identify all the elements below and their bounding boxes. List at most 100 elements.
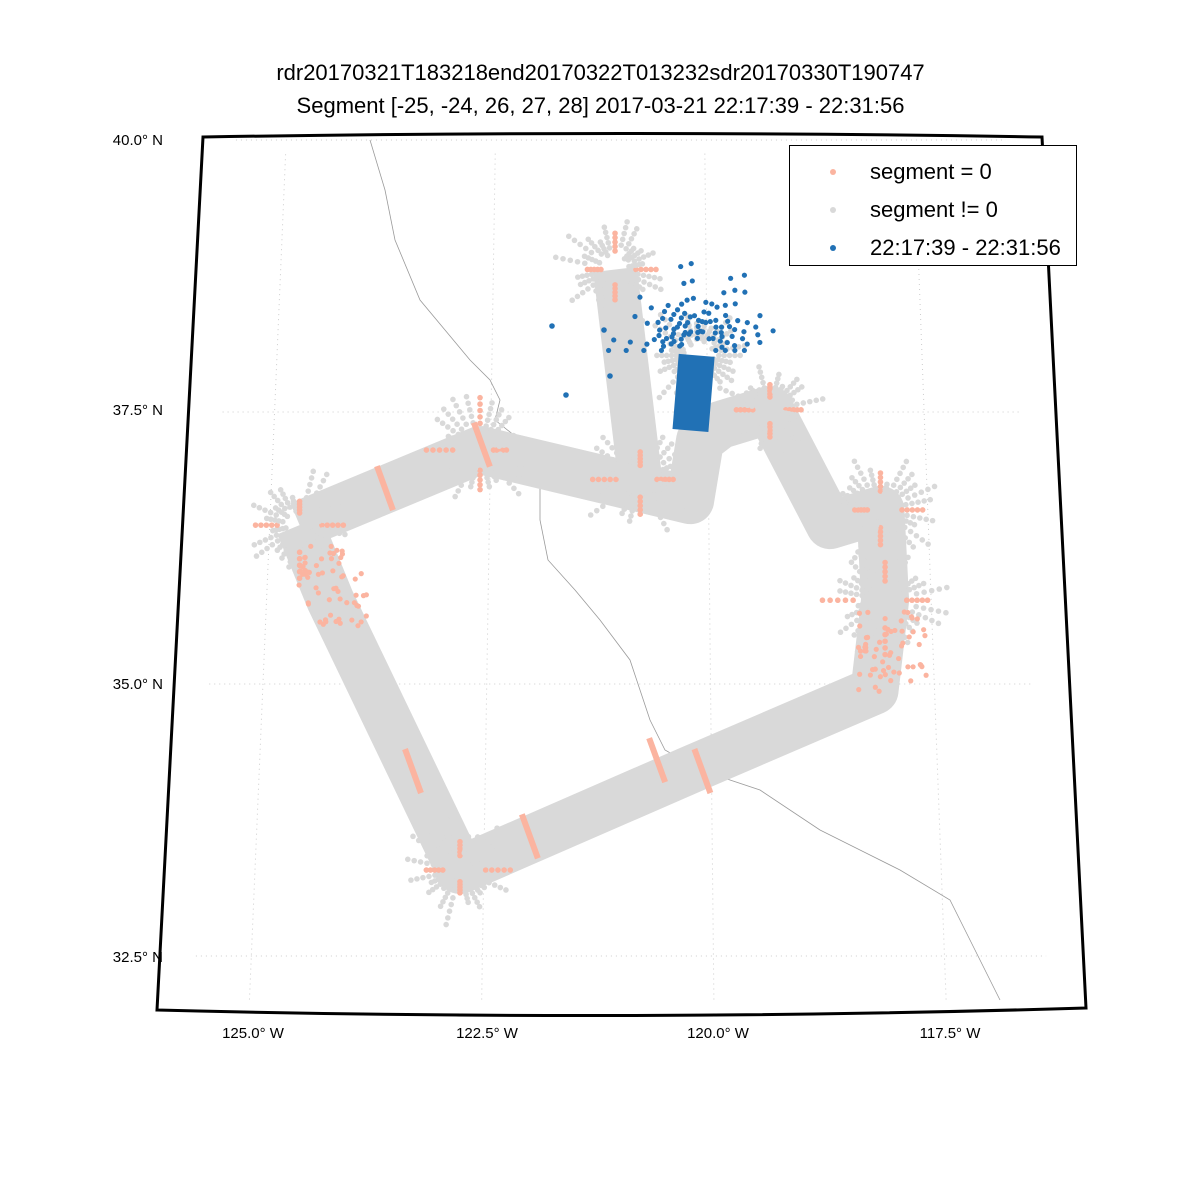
scatter-point (450, 895, 456, 901)
scatter-point (719, 333, 725, 340)
scatter-point (890, 482, 897, 489)
scatter-point (601, 224, 608, 231)
scatter-point (868, 472, 875, 478)
scatter-point (331, 586, 337, 592)
scatter-point (279, 555, 285, 561)
scatter-point (599, 493, 605, 499)
graticule (195, 139, 1047, 1000)
scatter-point (904, 507, 910, 513)
scatter-point (924, 597, 931, 604)
scatter-point (726, 352, 733, 359)
scatter-point (935, 620, 942, 627)
scatter-point (444, 454, 450, 460)
scatter-point (923, 672, 929, 678)
scatter-point (494, 825, 500, 831)
scatter-point (584, 272, 590, 279)
scatter-point (458, 482, 465, 489)
scatter-point (896, 670, 902, 676)
scatter-point (623, 245, 629, 252)
scatter-point (689, 278, 695, 284)
scatter-point (325, 501, 332, 508)
scatter-point (625, 498, 632, 504)
scatter-point (756, 364, 762, 370)
scatter-point (921, 627, 927, 633)
scatter-point (724, 374, 731, 381)
scatter-point (897, 484, 904, 491)
scatter-point (290, 548, 296, 555)
scatter-point (604, 234, 610, 241)
scatter-point (640, 272, 647, 279)
scatter-point (885, 537, 892, 544)
scatter-point (896, 613, 902, 619)
scatter-point (560, 255, 566, 262)
scatter-point (882, 573, 888, 580)
scatter-point (661, 486, 667, 493)
scatter-point (610, 471, 617, 477)
scatter-point (411, 857, 417, 864)
scatter-point (610, 465, 617, 471)
scatter-point (885, 626, 891, 632)
scatter-point (501, 474, 508, 481)
scatter-point (514, 439, 521, 446)
scatter-point (626, 292, 632, 299)
scatter-point (713, 347, 719, 354)
scatter-point (257, 539, 263, 546)
scatter-point (856, 687, 862, 693)
scatter-point (882, 651, 888, 658)
chart-title: rdr20170321T183218end20170322T013232sdr2… (276, 60, 925, 85)
scatter-point (896, 570, 903, 576)
scatter-point (517, 464, 524, 471)
scatter-point (911, 584, 917, 591)
scatter-point (626, 518, 633, 524)
scatter-point (872, 666, 878, 672)
scatter-point (755, 332, 761, 338)
scatter-point (604, 439, 611, 446)
scatter-point (870, 574, 876, 581)
scatter-point (661, 308, 668, 315)
scatter-point (733, 431, 739, 438)
scatter-point (901, 480, 908, 486)
scatter-point (639, 317, 646, 324)
scatter-point (876, 688, 882, 694)
scatter-point (358, 571, 364, 577)
scatter-point (363, 613, 369, 619)
scatter-point (911, 492, 918, 498)
scatter-point (552, 254, 559, 261)
scatter-point (601, 327, 607, 333)
scatter-point (253, 553, 260, 559)
scatter-point (619, 294, 625, 301)
scatter-point (848, 519, 855, 526)
scatter-point (274, 497, 281, 504)
scatter-point (773, 432, 780, 439)
scatter-point (872, 637, 878, 644)
scatter-point (467, 406, 473, 413)
scatter-point (726, 323, 733, 330)
scatter-point (310, 468, 317, 475)
scatter-point (791, 389, 797, 396)
scatter-point (477, 414, 483, 420)
scatter-point (471, 470, 477, 477)
scatter-point (935, 608, 942, 614)
scatter-point (757, 369, 764, 375)
segment0-band (646, 737, 668, 784)
scatter-point (658, 352, 665, 359)
scatter-point (441, 885, 447, 892)
scatter-point (905, 475, 911, 482)
scatter-point (506, 459, 513, 466)
scatter-point (310, 496, 317, 503)
scatter-point (830, 497, 837, 504)
scatter-point (608, 482, 614, 489)
scatter-point (358, 619, 364, 625)
scatter-point (325, 510, 331, 516)
scatter-point (444, 470, 451, 477)
scatter-point (723, 388, 729, 394)
scatter-point (853, 496, 860, 503)
scatter-point (291, 543, 297, 550)
scatter-point (612, 243, 618, 250)
scatter-point (581, 253, 588, 260)
scatter-point (663, 335, 670, 342)
scatter-point (795, 439, 802, 445)
scatter-point (892, 627, 898, 634)
scatter-point (735, 318, 741, 324)
